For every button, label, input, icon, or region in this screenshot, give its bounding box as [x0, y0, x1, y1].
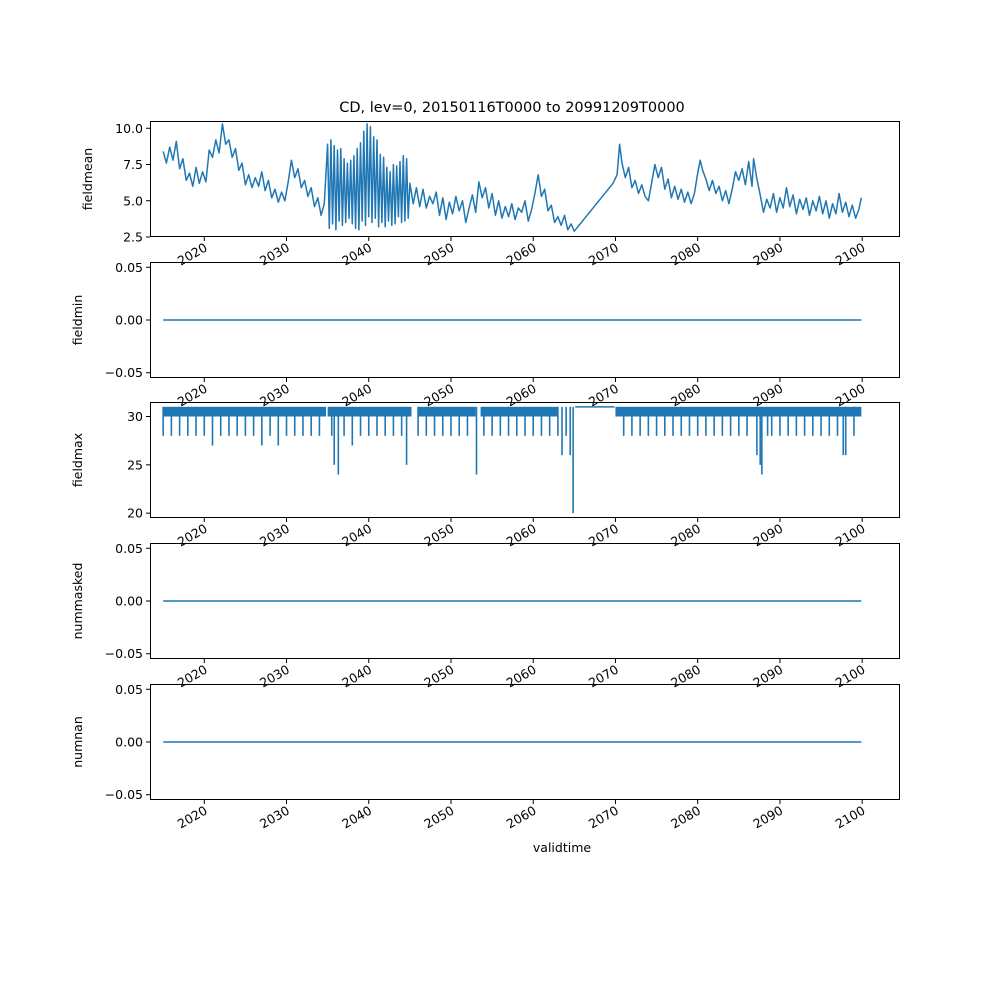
y-tick-label: 30 [127, 409, 143, 424]
y-tick-label: −0.05 [105, 365, 143, 380]
x-tick-label: 2020 [175, 240, 210, 269]
x-tick-label: 2030 [257, 803, 292, 832]
x-tick-label: 2090 [750, 662, 785, 691]
x-tick-label: 2040 [339, 803, 374, 832]
y-tick-label: 0.05 [115, 541, 143, 556]
subplot-fieldmean: 2.5 5.0 7.5 10.0 fieldmean 2020 2030 2040 2050 20… [80, 121, 900, 269]
x-tick-label: 2030 [257, 662, 292, 691]
x-tick-label: 2070 [586, 240, 621, 269]
x-tick-label: 2070 [586, 662, 621, 691]
y-tick-label: 5.0 [123, 193, 143, 208]
x-tick-label: 2090 [750, 381, 785, 410]
x-tick-label: 2100 [833, 803, 868, 832]
y-tick-label: 2.5 [123, 230, 143, 245]
x-tick-label: 2050 [421, 662, 456, 691]
y-tick-label: 25 [127, 457, 143, 472]
y-tick-label: 0.00 [115, 735, 143, 750]
x-tick-label: 2060 [504, 240, 539, 269]
x-tick-label: 2100 [833, 240, 868, 269]
x-tick-label: 2070 [586, 381, 621, 410]
series-line-fieldmean [163, 124, 861, 231]
x-tick-label: 2070 [586, 803, 621, 832]
x-tick-label: 2020 [175, 662, 210, 691]
x-tick-label: 2100 [833, 521, 868, 550]
x-tick-label: 2060 [504, 381, 539, 410]
y-axis-label: fieldmax [70, 433, 85, 487]
y-tick-label: −0.05 [105, 787, 143, 802]
x-tick-label: 2100 [833, 662, 868, 691]
y-tick-label: 0.05 [115, 260, 143, 275]
y-tick-label: −0.05 [105, 646, 143, 661]
x-tick-label: 2070 [586, 521, 621, 550]
x-tick-label: 2050 [421, 240, 456, 269]
x-tick-label: 2080 [668, 381, 703, 410]
x-tick-label: 2080 [668, 521, 703, 550]
x-tick-label: 2080 [668, 662, 703, 691]
y-axis-label: fieldmean [80, 148, 95, 210]
series-band [328, 407, 412, 417]
x-tick-label: 2040 [339, 521, 374, 550]
x-tick-label: 2030 [257, 381, 292, 410]
x-axis-label: validtime [533, 840, 591, 855]
y-axis-label: nummasked [70, 563, 85, 640]
y-axis-label: numnan [70, 716, 85, 768]
y-tick-label: 0.00 [115, 594, 143, 609]
x-tick-label: 2050 [421, 381, 456, 410]
y-tick-label: 7.5 [123, 157, 143, 172]
x-tick-label: 2040 [339, 381, 374, 410]
subplot-fieldmax: 20 25 30 fieldmax 2020 2030 2040 2050 2060 2070 20… [70, 403, 900, 550]
x-tick-label: 2090 [750, 240, 785, 269]
series-fieldmax [163, 407, 861, 513]
subplot-nummasked: −0.05 0.00 0.05 nummasked 2020 2030 2040 2050 20… [70, 541, 900, 691]
x-tick-label: 2100 [833, 381, 868, 410]
x-tick-label: 2020 [175, 381, 210, 410]
y-tick-label: 0.00 [115, 313, 143, 328]
x-tick-label: 2050 [421, 803, 456, 832]
x-tick-label: 2080 [668, 803, 703, 832]
y-tick-label: 0.05 [115, 682, 143, 697]
y-tick-label: 10.0 [115, 121, 143, 136]
chart-title: CD, lev=0, 20150116T0000 to 20991209T000… [339, 100, 685, 116]
x-tick-label: 2040 [339, 662, 374, 691]
x-tick-label: 2030 [257, 240, 292, 269]
subplot-numnan: −0.05 0.00 0.05 numnan 2020 2030 2040 2050 2060 2… [70, 682, 900, 855]
y-axis-label: fieldmin [70, 295, 85, 346]
x-tick-label: 2020 [175, 803, 210, 832]
subplot-fieldmin: −0.05 0.00 0.05 fieldmin 2020 2030 2040 2050 206… [70, 260, 900, 410]
x-tick-label: 2060 [504, 662, 539, 691]
y-tick-label: 20 [127, 506, 143, 521]
x-tick-label: 2050 [421, 521, 456, 550]
x-tick-label: 2040 [339, 240, 374, 269]
x-tick-label: 2060 [504, 521, 539, 550]
x-tick-label: 2080 [668, 240, 703, 269]
x-tick-label: 2030 [257, 521, 292, 550]
x-tick-label: 2090 [750, 521, 785, 550]
x-tick-label: 2090 [750, 803, 785, 832]
series-fieldmean [163, 124, 861, 231]
x-tick-label: 2020 [175, 521, 210, 550]
x-tick-label: 2060 [504, 803, 539, 832]
